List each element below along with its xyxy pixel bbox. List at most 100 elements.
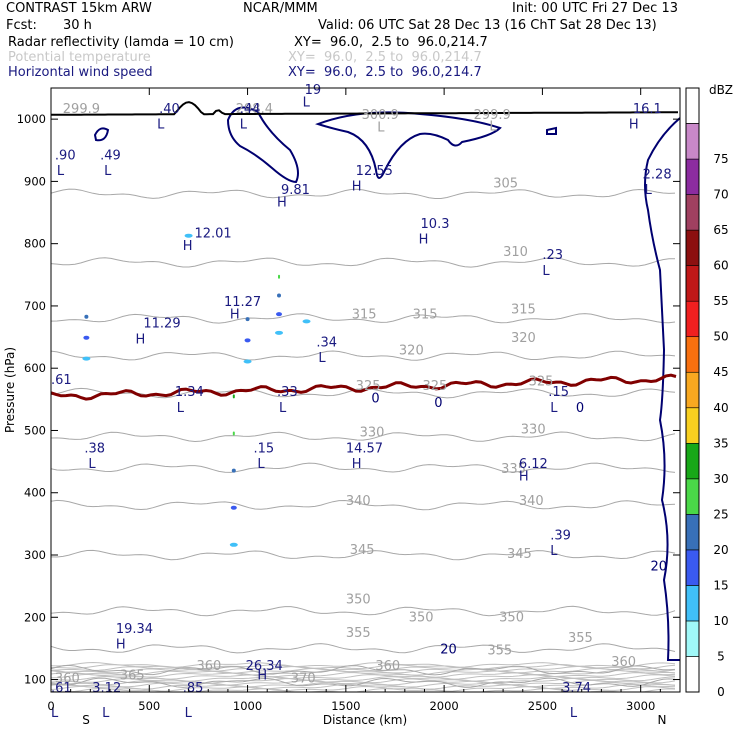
extremum-label: .33	[277, 385, 298, 400]
extremum-label: H	[352, 180, 362, 195]
theta-label: 340	[346, 494, 371, 509]
extremum-label: H	[136, 332, 146, 347]
wind-contour-20-d	[546, 126, 557, 135]
x-axis-label: Distance (km)	[323, 713, 407, 727]
x-tick-label: 0	[47, 699, 54, 713]
theta-label: 355	[346, 626, 371, 641]
colorbar-frame	[685, 87, 700, 693]
y-tick-label: 500	[24, 423, 46, 437]
reflectivity-core-3-20	[245, 317, 250, 322]
colorbar-cap	[685, 87, 700, 125]
extremum-label: H	[519, 469, 529, 484]
extremum-label: H	[419, 233, 429, 248]
extremum-label: 12.01	[194, 226, 231, 241]
y-axis-label: Pressure (hPa)	[3, 347, 17, 433]
theta-label: 355	[568, 631, 593, 646]
extremum-label: 3.74	[562, 681, 591, 696]
extremum-label: H	[230, 307, 240, 322]
wind-contour-label: 0	[371, 391, 379, 406]
colorbar-level-label: 60	[713, 259, 728, 273]
theta-contour-upper	[51, 663, 676, 670]
colorbar-swatch-20	[685, 514, 700, 551]
colorbar-level-label: 40	[713, 401, 728, 415]
y-tick-label: 400	[24, 486, 46, 500]
theta-label: 330	[360, 426, 385, 441]
extremum-label: 2.28	[643, 167, 672, 182]
theta-contour-upper	[51, 681, 676, 688]
theta-label: 298.4	[236, 102, 273, 117]
extremum-label: 14.57	[346, 441, 383, 456]
wind-contour-label: 20	[651, 560, 668, 575]
field-xy-wind: XY= 96.0, 2.5 to 96.0,214.7	[288, 65, 482, 80]
extremum-label: 3.12	[92, 681, 121, 696]
freezing-level-line	[51, 373, 677, 401]
colorbar-level-label: 55	[713, 294, 728, 308]
extremum-label: 9.81	[281, 183, 310, 198]
wind-contour-20-c	[315, 111, 502, 179]
extremum-label: L	[51, 706, 59, 721]
extremum-label: L	[157, 117, 165, 132]
x-tick-label: 3000	[626, 699, 655, 713]
theta-contour-360	[51, 664, 676, 676]
theta-contour-315	[51, 313, 676, 324]
extremum-label: .23	[542, 248, 563, 263]
theta-label: 360	[55, 672, 80, 687]
wind-contour-20-b	[226, 106, 299, 184]
theta-contour-320	[51, 350, 676, 361]
colorbar-level-label: 20	[713, 543, 728, 557]
theta-contour-330	[51, 431, 676, 443]
theta-label: 300.9	[362, 108, 399, 123]
reflectivity-core-4-10	[275, 330, 284, 335]
field-xy-reflectivity: XY= 96.0, 2.5 to 96.0,214.7	[294, 35, 488, 50]
colorbar-swatch-50	[685, 300, 700, 338]
theta-contour-340	[51, 499, 676, 511]
theta-label: 320	[399, 344, 424, 359]
x-tick-label: 1000	[233, 699, 262, 713]
extremum-label: 10.3	[421, 217, 450, 232]
extremum-label: L	[550, 544, 558, 559]
theta-label: L	[377, 121, 385, 136]
forecast-label: Fcst:	[6, 18, 37, 33]
extremum-label: .15	[548, 385, 569, 400]
reflectivity-core-2-10	[229, 542, 238, 547]
theta-label: 325	[423, 379, 448, 394]
theta-label: 350	[499, 611, 524, 626]
reflectivity-core-0-20	[84, 314, 89, 319]
colorbar-swatch-55	[685, 265, 700, 302]
extremum-label: 16.1	[633, 102, 662, 117]
extremum-label: L	[645, 183, 653, 198]
theta-label: 330	[521, 423, 546, 438]
extremum-label: H	[183, 239, 193, 254]
extremum-label: L	[88, 457, 96, 472]
colorbar-swatch-35	[685, 407, 700, 444]
colorbar-swatch-5	[685, 620, 700, 657]
field-xy-theta: XY= 96.0, 2.5 to 96.0,214.7	[288, 50, 482, 65]
theta-label: 315	[352, 307, 377, 322]
colorbar-unit: dBZ	[709, 83, 733, 97]
wind-contour-20-e	[644, 117, 680, 661]
reflectivity-core-4-20	[277, 293, 282, 298]
theta-contour-upper	[51, 667, 676, 674]
extremum-label: H	[116, 637, 126, 652]
theta-label: 315	[413, 307, 438, 322]
extremum-label: L	[318, 351, 326, 366]
field-name-wind: Horizontal wind speed	[8, 65, 153, 80]
extremum-label: .61	[51, 373, 72, 388]
endpoint-north: N	[658, 713, 667, 727]
extremum-label: H	[629, 117, 639, 132]
y-tick-label: 200	[24, 610, 46, 624]
extremum-label: 1.34	[175, 385, 204, 400]
extremum-label: 6.12	[519, 457, 548, 472]
extremum-label: .85	[183, 681, 204, 696]
y-tick-label: 900	[24, 174, 46, 188]
y-tick-label: 600	[24, 361, 46, 375]
colorbar-swatch-15	[685, 549, 700, 586]
theta-label: 299.9	[63, 102, 100, 117]
theta-label: 335	[501, 462, 526, 477]
theta-label: 325	[529, 375, 554, 390]
extremum-label: L	[279, 401, 287, 416]
colorbar-level-label: 75	[713, 152, 728, 166]
colorbar-level-label: 10	[713, 614, 728, 628]
theta-label: 345	[350, 543, 375, 558]
valid-time: Valid: 06 UTC Sat 28 Dec 13 (16 ChT Sat …	[318, 18, 657, 33]
